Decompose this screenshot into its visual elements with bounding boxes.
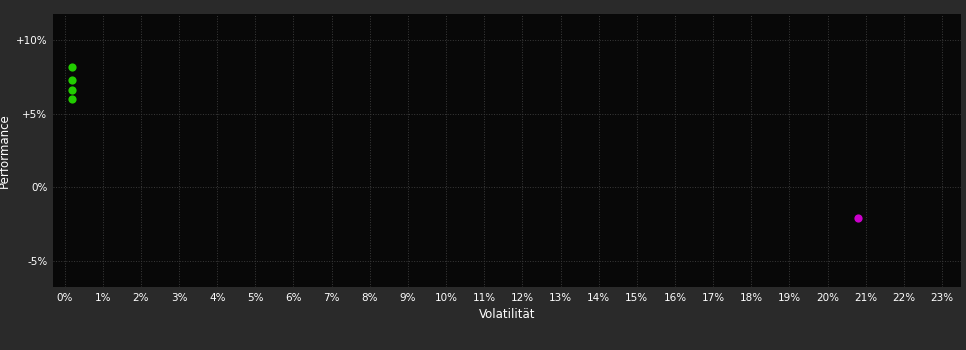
Point <box>65 64 80 70</box>
Point <box>850 215 866 221</box>
X-axis label: Volatilität: Volatilität <box>479 308 535 321</box>
Y-axis label: Performance: Performance <box>0 113 11 188</box>
Point <box>65 96 80 102</box>
Point <box>65 88 80 93</box>
Point <box>65 77 80 83</box>
